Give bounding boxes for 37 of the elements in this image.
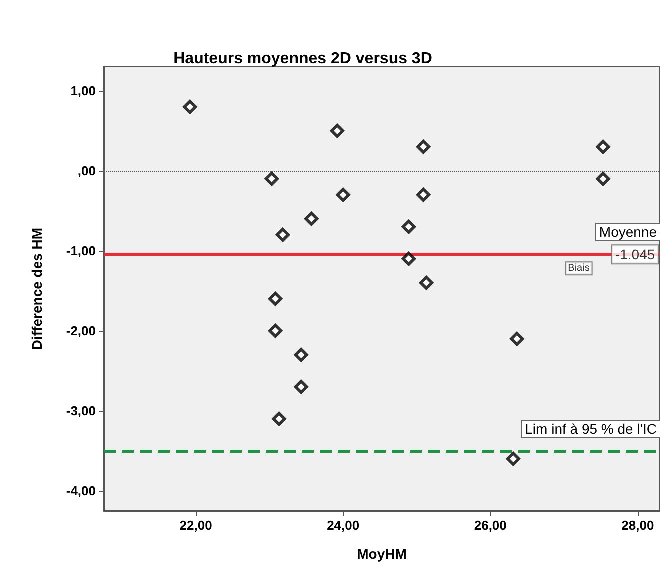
ref-line-label: Moyenne [599,224,658,240]
point [330,124,344,138]
point [264,172,279,186]
point [294,348,308,362]
point [268,324,283,338]
point [336,188,350,202]
point [276,228,290,242]
point [420,276,434,290]
point [510,332,524,346]
y-tick-label: ,00 [78,164,96,178]
annotation: Biais [568,263,590,274]
y-tick-label: -3,00 [66,404,96,418]
point [268,292,283,306]
y-tick-label: -1,00 [66,244,96,258]
point [402,220,416,234]
point [596,172,610,186]
y-tick-label: -4,00 [66,484,96,498]
x-tick-label: 26,00 [474,518,507,533]
y-tick-label: -2,00 [66,324,96,338]
point [402,252,416,266]
point [272,412,286,426]
x-tick-label: 22,00 [180,518,212,533]
chart-title: Hauteurs moyennes 2D versus 3D [174,50,432,68]
point [506,452,520,466]
ref-line-label: Lim inf à 95 % de l'IC [525,421,657,437]
y-axis-title: Difference des HM [29,228,45,350]
point [416,140,431,154]
point [183,100,198,114]
point [596,140,610,154]
point [416,188,431,202]
x-tick-label: 24,00 [327,518,360,533]
point [304,212,319,226]
point [294,380,308,394]
annotation: -1.045 [615,246,656,263]
x-axis-title: MoyHM [357,546,407,562]
y-tick-label: 1,00 [70,84,96,98]
x-tick-label: 28,00 [622,518,654,533]
